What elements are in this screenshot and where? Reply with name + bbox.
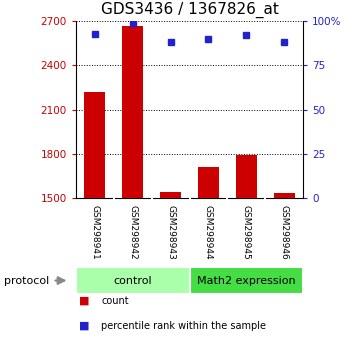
Bar	[122, 25, 143, 198]
Bar	[190, 267, 303, 294]
Text: control: control	[113, 275, 152, 286]
Title: GDS3436 / 1367826_at: GDS3436 / 1367826_at	[101, 2, 278, 18]
Text: percentile rank within the sample: percentile rank within the sample	[101, 321, 266, 331]
Bar	[198, 166, 219, 198]
Text: GSM298946: GSM298946	[280, 205, 289, 260]
Text: ■: ■	[79, 296, 90, 306]
Text: ■: ■	[79, 321, 90, 331]
Bar	[160, 192, 181, 198]
Bar	[274, 193, 295, 198]
Text: GSM298945: GSM298945	[242, 205, 251, 260]
Bar	[84, 92, 105, 198]
Text: GSM298943: GSM298943	[166, 205, 175, 260]
Text: GSM298944: GSM298944	[204, 205, 213, 260]
Bar	[236, 155, 257, 198]
Text: protocol: protocol	[4, 275, 49, 286]
Text: Math2 expression: Math2 expression	[197, 275, 296, 286]
Text: count: count	[101, 296, 129, 306]
Bar	[76, 267, 190, 294]
Text: GSM298941: GSM298941	[90, 205, 99, 260]
Text: GSM298942: GSM298942	[128, 205, 137, 260]
